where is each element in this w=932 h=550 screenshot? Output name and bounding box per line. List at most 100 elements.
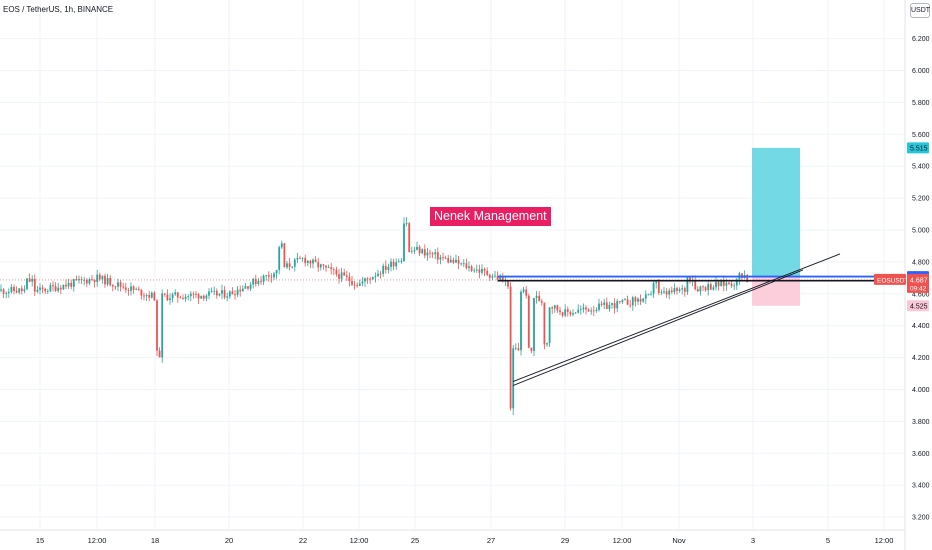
candle bbox=[488, 273, 491, 282]
candle bbox=[54, 282, 57, 292]
candle bbox=[208, 288, 210, 299]
candle bbox=[621, 299, 624, 305]
candle-body bbox=[650, 293, 652, 295]
candle-body bbox=[678, 289, 681, 291]
candle-body bbox=[135, 289, 138, 291]
currency-badge[interactable]: USDT bbox=[910, 3, 930, 18]
candle-body bbox=[637, 298, 639, 302]
candle-body bbox=[356, 284, 359, 286]
candle bbox=[569, 310, 572, 317]
candle-body bbox=[621, 299, 624, 303]
candle bbox=[491, 273, 494, 281]
price-tag-label: 4.525 bbox=[910, 303, 928, 310]
candle bbox=[226, 292, 229, 302]
candle bbox=[223, 286, 226, 300]
candle bbox=[46, 288, 49, 295]
candle bbox=[36, 286, 39, 294]
candle bbox=[78, 275, 80, 284]
candles bbox=[0, 217, 749, 416]
candle-body bbox=[663, 291, 665, 293]
candle bbox=[358, 279, 361, 287]
time-axis-label: 18 bbox=[151, 536, 159, 545]
candle-body bbox=[598, 303, 600, 310]
candle bbox=[520, 289, 522, 356]
candle-body bbox=[382, 265, 385, 274]
candle-body bbox=[455, 259, 457, 263]
candle bbox=[527, 293, 530, 349]
candle bbox=[340, 267, 343, 283]
candle-body bbox=[527, 295, 530, 348]
candle-body bbox=[644, 294, 647, 299]
candle bbox=[429, 249, 431, 259]
candle bbox=[600, 301, 603, 307]
candle-body bbox=[156, 300, 158, 351]
candle-body bbox=[85, 279, 88, 284]
candle bbox=[660, 289, 663, 295]
candle-body bbox=[132, 286, 135, 290]
candle bbox=[278, 245, 281, 275]
candle-body bbox=[540, 301, 543, 303]
candle bbox=[361, 277, 364, 287]
candle-body bbox=[104, 275, 106, 285]
price-tick-label: 4.000 bbox=[912, 387, 930, 394]
candle bbox=[31, 275, 34, 287]
candle bbox=[369, 276, 372, 284]
candle bbox=[444, 255, 447, 259]
candle-body bbox=[13, 286, 15, 291]
candle-body bbox=[686, 277, 689, 292]
candle bbox=[533, 297, 535, 357]
candle bbox=[299, 255, 301, 259]
candle-body bbox=[189, 293, 192, 297]
candle-body bbox=[72, 279, 75, 287]
candle bbox=[722, 275, 725, 292]
price-tick-label: 5.400 bbox=[912, 164, 930, 171]
candle bbox=[566, 306, 569, 317]
candle-body bbox=[351, 281, 353, 285]
candle bbox=[39, 283, 41, 295]
candle bbox=[486, 267, 489, 277]
candle-body bbox=[10, 286, 13, 292]
candle bbox=[587, 308, 590, 312]
candle-body bbox=[221, 290, 223, 294]
candle bbox=[371, 276, 374, 280]
candle-body bbox=[57, 287, 60, 291]
candle bbox=[650, 291, 652, 296]
candle bbox=[494, 270, 496, 278]
candle-body bbox=[717, 281, 720, 287]
candle bbox=[330, 263, 333, 275]
candle-body bbox=[616, 301, 619, 309]
candle bbox=[608, 301, 611, 312]
candle-body bbox=[374, 276, 377, 278]
candle-body bbox=[231, 291, 234, 295]
candle bbox=[637, 297, 639, 305]
candle bbox=[65, 279, 67, 290]
candle-body bbox=[574, 312, 577, 314]
candle bbox=[442, 252, 444, 261]
candle-body bbox=[618, 301, 621, 303]
annotation-label[interactable]: Nenek Management bbox=[430, 207, 551, 226]
candle-body bbox=[241, 288, 244, 292]
candle bbox=[20, 285, 23, 295]
candle bbox=[148, 291, 151, 301]
candle bbox=[91, 275, 93, 282]
candle bbox=[603, 298, 606, 310]
candle bbox=[280, 240, 283, 249]
candle-body bbox=[26, 278, 28, 290]
candle bbox=[704, 286, 707, 292]
candle-body bbox=[592, 310, 595, 312]
candle-body bbox=[150, 292, 153, 298]
candle bbox=[457, 255, 460, 270]
candle bbox=[15, 286, 18, 294]
candle bbox=[652, 280, 655, 299]
candle bbox=[202, 294, 205, 302]
candle-body bbox=[577, 309, 580, 313]
candle-body bbox=[556, 305, 559, 311]
candle-body bbox=[260, 280, 262, 282]
price-tick-label: 5.200 bbox=[912, 196, 930, 203]
candle bbox=[551, 306, 554, 314]
candle-body bbox=[629, 304, 632, 306]
candle-body bbox=[507, 280, 509, 287]
candle bbox=[213, 286, 216, 296]
candle-body bbox=[543, 302, 546, 345]
